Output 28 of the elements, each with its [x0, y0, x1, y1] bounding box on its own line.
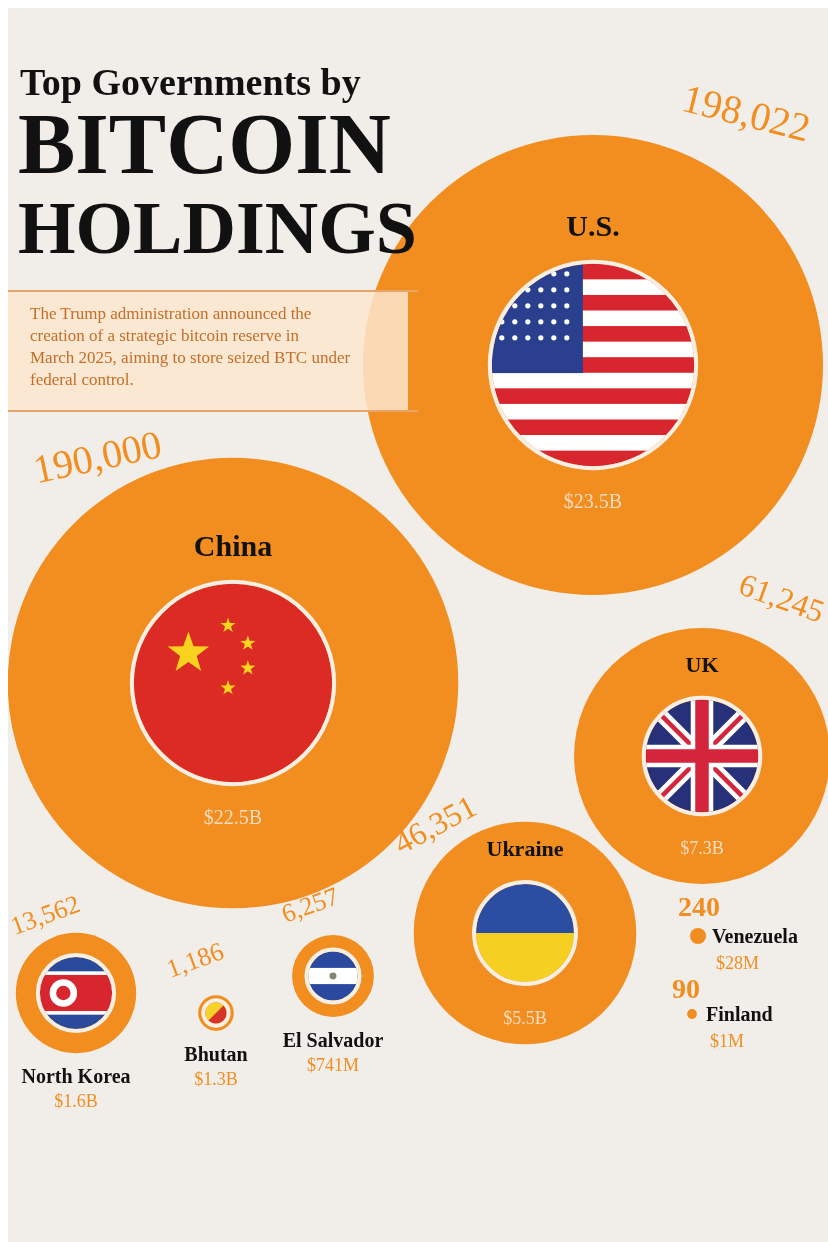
text: $1M	[710, 1031, 745, 1051]
data-label: 198,022	[677, 75, 815, 151]
data-label: 190,000	[28, 421, 166, 493]
category-label: Ukraine	[486, 836, 564, 862]
category-label: Bhutan	[184, 1042, 248, 1065]
category-label: North Korea	[21, 1065, 131, 1088]
text: $1.3B	[194, 1068, 238, 1089]
text: $5.5B	[503, 1007, 547, 1028]
text: $28M	[716, 953, 760, 973]
category-label: China	[193, 528, 273, 562]
text: $7.3B	[680, 838, 724, 859]
category-label: Venezuela	[712, 925, 798, 947]
data-label: 13,562	[6, 889, 84, 941]
data-label: 46,351	[387, 787, 483, 861]
category-label: Finland	[706, 1003, 773, 1025]
text: $23.5B	[563, 490, 623, 513]
text: $1.6B	[54, 1091, 98, 1112]
category-label: UK	[685, 651, 719, 677]
data-label: 90	[672, 973, 700, 1004]
text: The Trump administration announced the creation of a strategic bitcoin reserve in March 2025, aiming to store seized BTC under federal control.	[30, 304, 351, 389]
category-label: U.S.	[566, 208, 620, 242]
text: $22.5B	[203, 806, 263, 829]
data-label: 240	[678, 891, 720, 922]
data-label: 1,186	[162, 936, 228, 984]
data-label: 61,245	[734, 565, 828, 630]
data-label: 6,257	[277, 881, 343, 929]
text: $741M	[306, 1054, 360, 1075]
category-label: El Salvador	[282, 1028, 384, 1051]
